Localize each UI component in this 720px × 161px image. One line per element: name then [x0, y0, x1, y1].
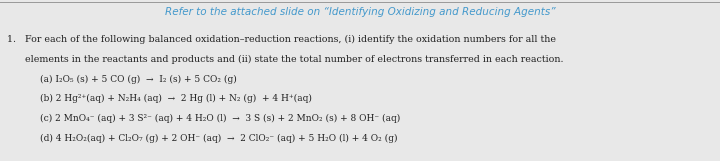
Text: (b) 2 Hg²⁺(aq) + N₂H₄ (aq)  →  2 Hg (l) + N₂ (g)  + 4 H⁺(aq): (b) 2 Hg²⁺(aq) + N₂H₄ (aq) → 2 Hg (l) + …	[40, 94, 312, 103]
Text: (a) I₂O₅ (s) + 5 CO (g)  →  I₂ (s) + 5 CO₂ (g): (a) I₂O₅ (s) + 5 CO (g) → I₂ (s) + 5 CO₂…	[40, 75, 236, 84]
Text: 1.   For each of the following balanced oxidation–reduction reactions, (i) ident: 1. For each of the following balanced ox…	[7, 35, 557, 44]
Text: (d) 4 H₂O₂(aq) + Cl₂O₇ (g) + 2 OH⁻ (aq)  →  2 ClO₂⁻ (aq) + 5 H₂O (l) + 4 O₂ (g): (d) 4 H₂O₂(aq) + Cl₂O₇ (g) + 2 OH⁻ (aq) …	[40, 134, 397, 143]
Text: Refer to the attached slide on “Identifying Oxidizing and Reducing Agents”: Refer to the attached slide on “Identify…	[165, 7, 555, 17]
Text: (c) 2 MnO₄⁻ (aq) + 3 S²⁻ (aq) + 4 H₂O (l)  →  3 S (s) + 2 MnO₂ (s) + 8 OH⁻ (aq): (c) 2 MnO₄⁻ (aq) + 3 S²⁻ (aq) + 4 H₂O (l…	[40, 114, 400, 123]
Text: elements in the reactants and products and (ii) state the total number of electr: elements in the reactants and products a…	[7, 55, 564, 64]
